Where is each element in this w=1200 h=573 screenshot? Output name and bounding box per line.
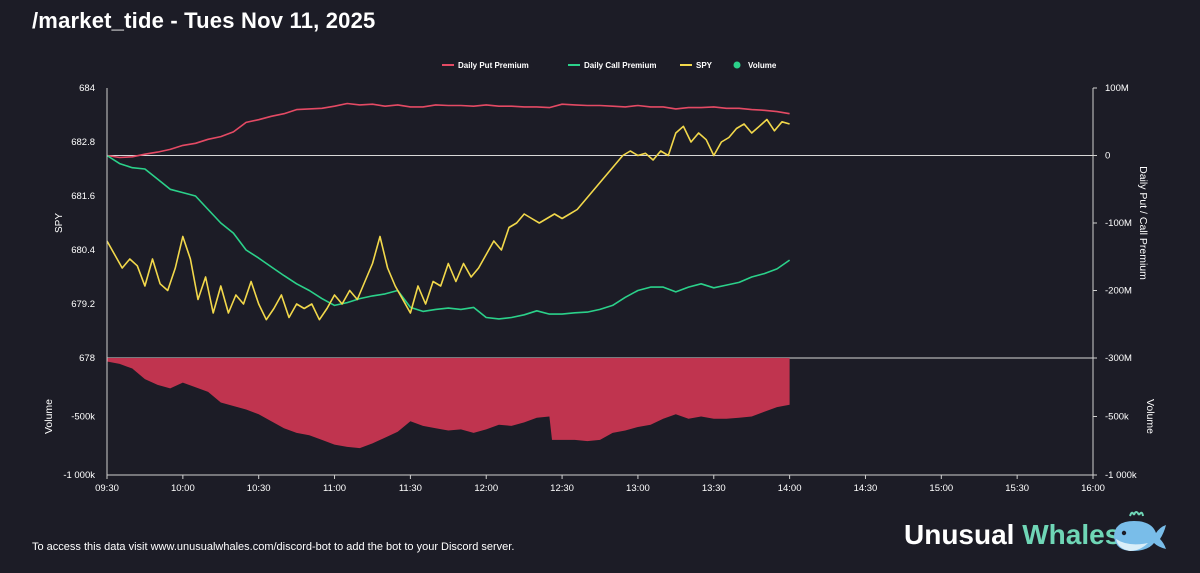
volume-axis-title-right: Volume bbox=[1144, 399, 1156, 434]
x-tick-label: 12:30 bbox=[550, 483, 574, 494]
spy-line bbox=[106, 118, 790, 321]
premium-tick-label: -200M bbox=[1105, 286, 1132, 297]
price-tick-label: 678 bbox=[79, 353, 95, 364]
premium-tick-label: -300M bbox=[1105, 353, 1132, 364]
x-tick-label: 09:30 bbox=[95, 483, 119, 494]
price-axis-title: SPY bbox=[54, 213, 65, 233]
whale-icon bbox=[1114, 511, 1166, 551]
price-tick-label: 679.2 bbox=[71, 299, 95, 310]
x-tick-label: 13:30 bbox=[702, 483, 726, 494]
x-tick-label: 10:30 bbox=[247, 483, 271, 494]
price-tick-label: 680.4 bbox=[71, 245, 95, 256]
legend-item: Daily Put Premium bbox=[442, 61, 529, 70]
chart-legend: Daily Put Premium Daily Call Premium SPY Vo… bbox=[442, 61, 777, 70]
legend-label: Volume bbox=[748, 61, 777, 70]
x-tick-label: 11:30 bbox=[399, 483, 422, 494]
premium-tick-label: 0 bbox=[1105, 151, 1110, 162]
x-tick-label: 14:00 bbox=[778, 483, 802, 494]
volume-tick-label-right: -1 000k bbox=[1105, 470, 1137, 481]
x-tick-label: 12:00 bbox=[474, 483, 498, 494]
page-title: /market_tide - Tues Nov 11, 2025 bbox=[32, 8, 376, 33]
brand-word-unusual: Unusual bbox=[904, 519, 1015, 550]
price-tick-label: 682.8 bbox=[71, 137, 95, 148]
legend-label: Daily Call Premium bbox=[584, 61, 656, 70]
price-tick-label: 681.6 bbox=[71, 191, 95, 202]
volume-tick-label-left: -500k bbox=[71, 412, 95, 423]
legend-item: Volume bbox=[733, 61, 777, 70]
price-tick-label: 684 bbox=[79, 83, 95, 94]
axes-layer: 09:30 10:00 10:30 11:00 11:30 12:00 12:30 13:00… bbox=[43, 83, 1156, 494]
volume-tick-label-left: -1 000k bbox=[63, 470, 95, 481]
footer-note: To access this data visit www.unusualwha… bbox=[32, 541, 515, 553]
x-tick-label: 14:30 bbox=[854, 483, 878, 494]
volume-axis-title-left: Volume bbox=[43, 399, 55, 434]
legend-label: SPY bbox=[696, 61, 713, 70]
brand-wordmark[interactable]: Unusual Whales bbox=[904, 519, 1120, 551]
brand-word-whales: Whales bbox=[1022, 519, 1121, 550]
chart-grid bbox=[107, 155, 1093, 359]
series-layer bbox=[106, 102, 791, 321]
premium-tick-label: -100M bbox=[1105, 218, 1132, 229]
x-tick-label: 10:00 bbox=[171, 483, 195, 494]
x-tick-label: 11:00 bbox=[323, 483, 346, 494]
volume-area bbox=[107, 358, 790, 449]
legend-label: Daily Put Premium bbox=[458, 61, 529, 70]
premium-tick-label: 100M bbox=[1105, 83, 1129, 94]
x-tick-label: 15:00 bbox=[929, 483, 953, 494]
daily-call-premium-line bbox=[106, 154, 791, 320]
x-tick-label: 16:00 bbox=[1081, 483, 1105, 494]
daily-put-premium-line bbox=[106, 102, 790, 159]
volume-layer bbox=[107, 358, 790, 449]
x-tick-label: 15:30 bbox=[1005, 483, 1029, 494]
volume-tick-label-right: -500k bbox=[1105, 412, 1129, 423]
legend-item: SPY bbox=[680, 61, 713, 70]
legend-swatch-dot bbox=[733, 61, 741, 69]
x-tick-label: 13:00 bbox=[626, 483, 650, 494]
legend-item: Daily Call Premium bbox=[568, 61, 656, 70]
premium-axis-title: Daily Put / Call Premium bbox=[1137, 166, 1149, 280]
